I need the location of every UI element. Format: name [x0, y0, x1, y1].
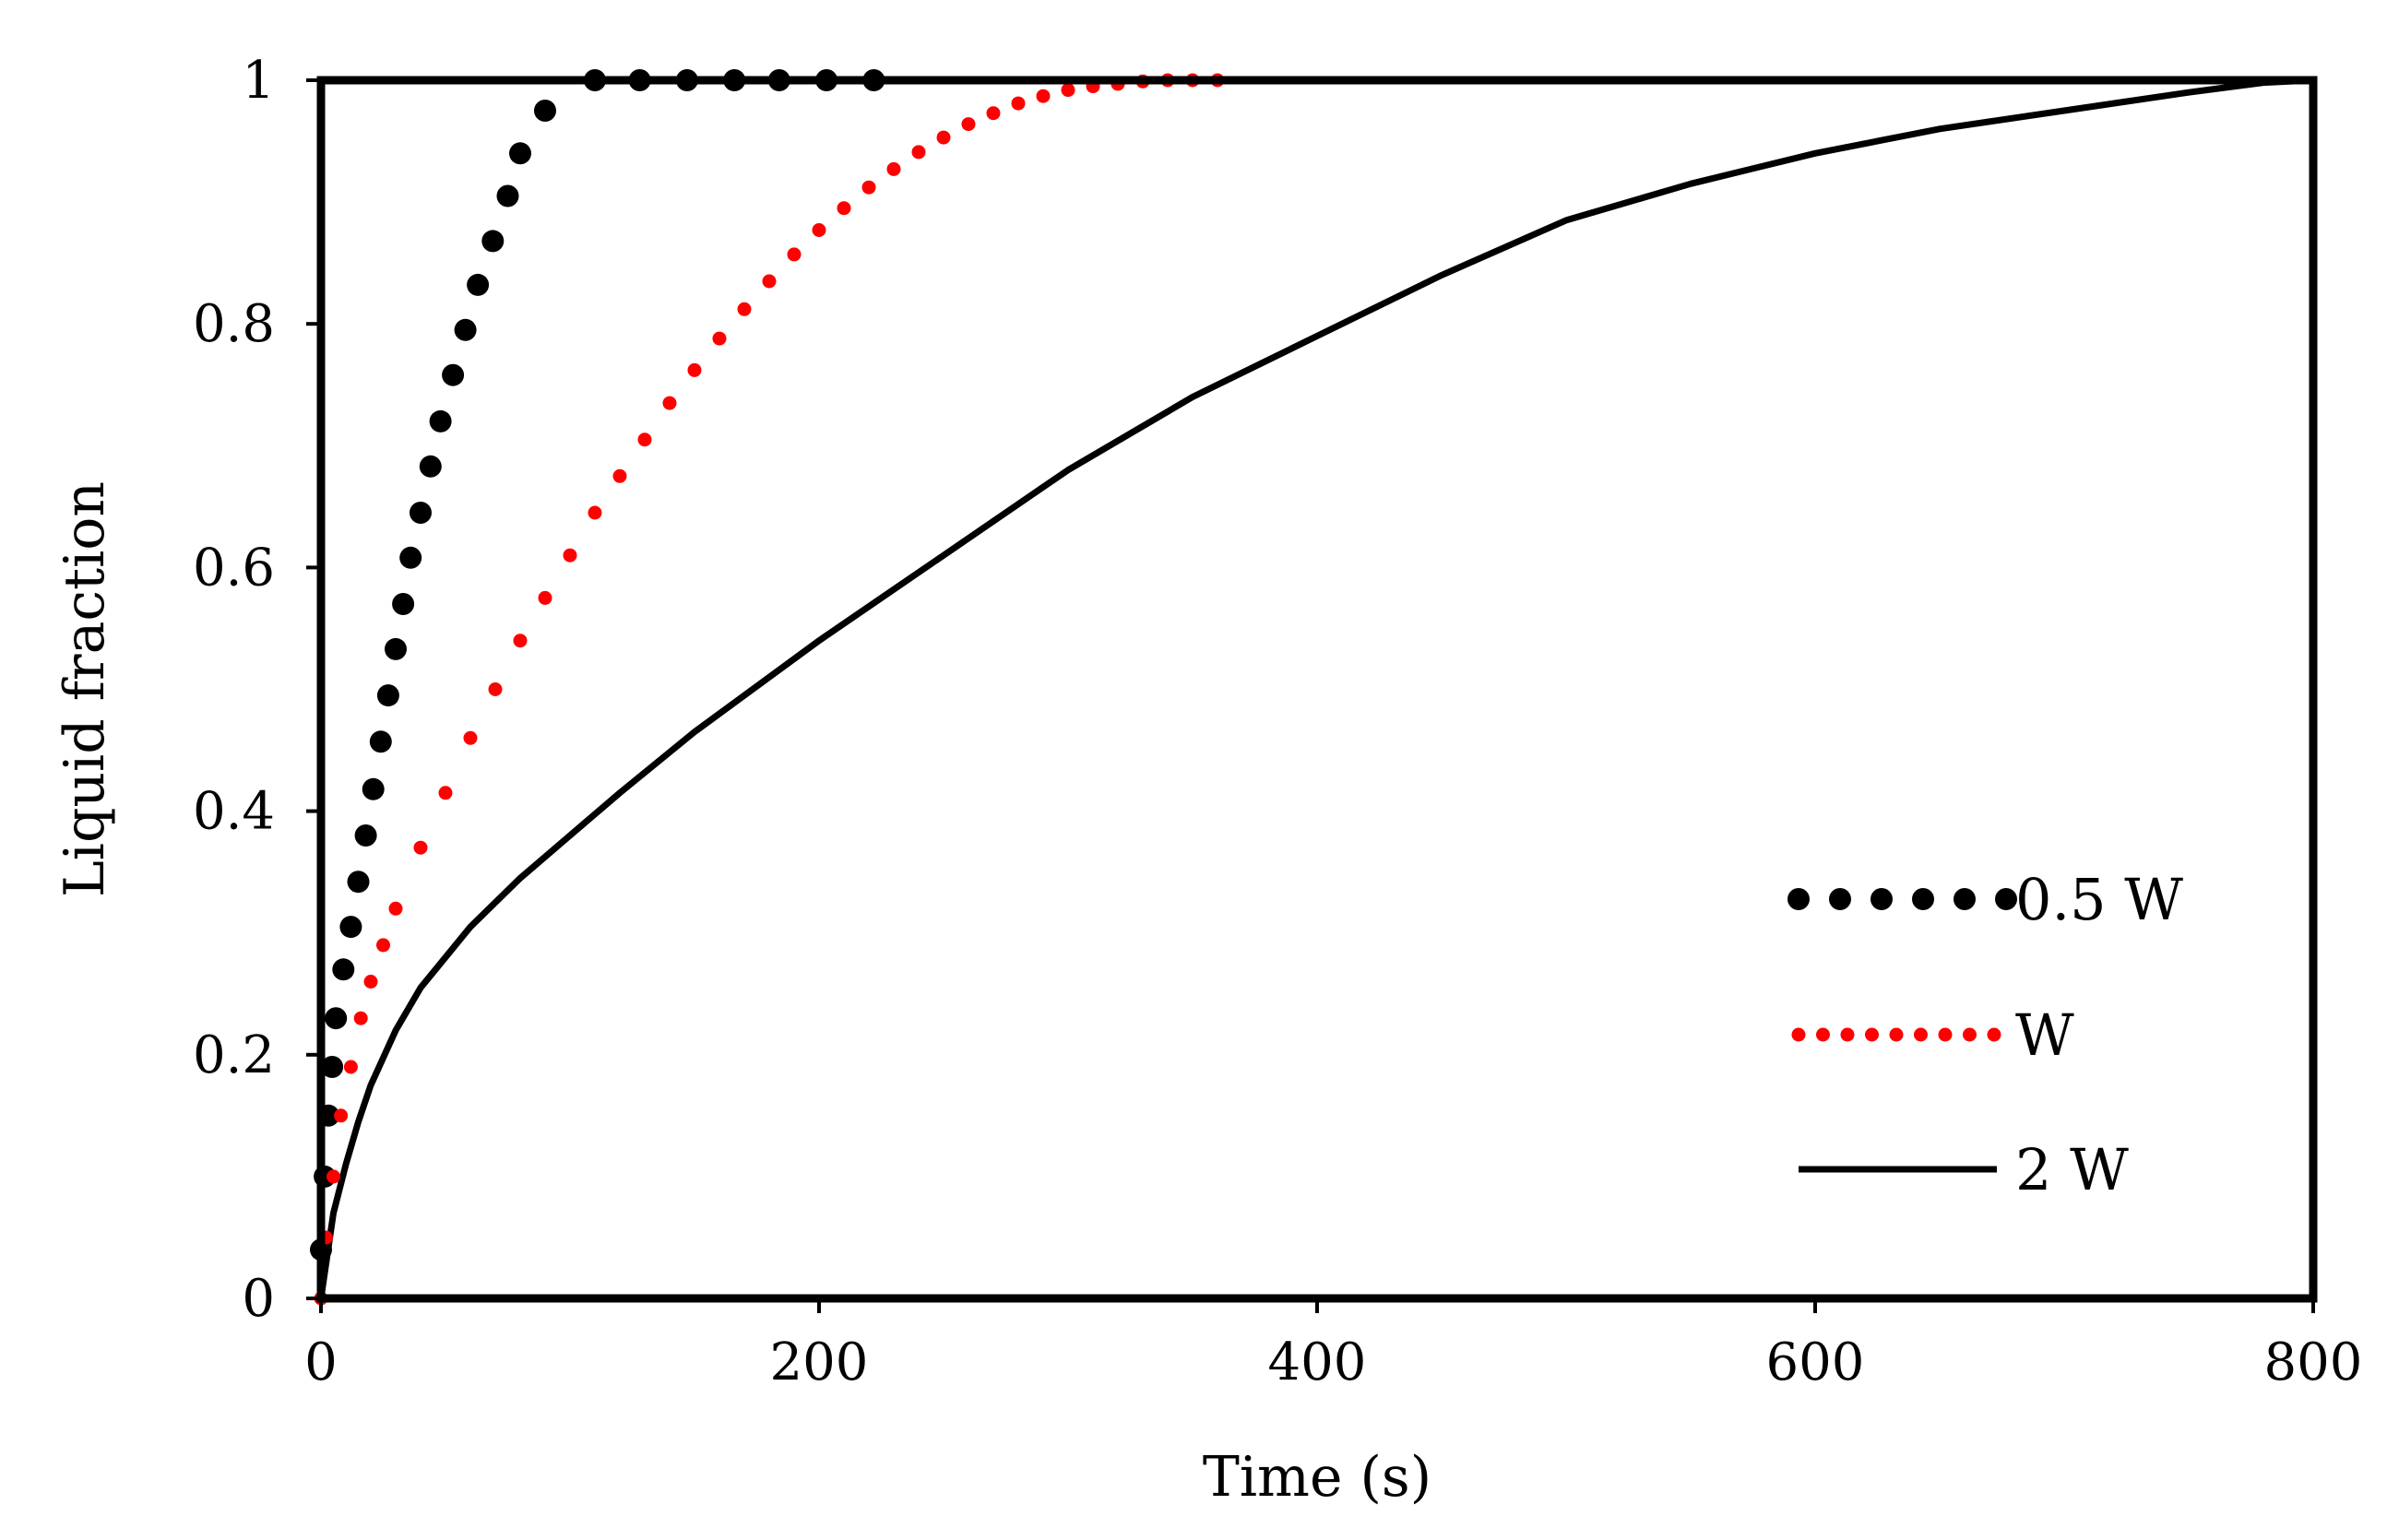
series-point-0-5-w	[454, 318, 477, 341]
series-point-w	[737, 302, 752, 316]
series-point-w	[712, 331, 727, 346]
plot-area-frame	[316, 76, 2318, 1303]
series-point-w	[861, 180, 876, 195]
legend-swatch-w	[1938, 1027, 1953, 1042]
series-point-0-5-w	[419, 455, 442, 478]
series-point-w	[538, 590, 552, 605]
series-point-w	[687, 362, 702, 377]
series-point-w	[961, 117, 976, 132]
series-point-w	[376, 938, 390, 953]
series-point-0-5-w	[399, 546, 422, 569]
series-point-0-5-w	[496, 184, 519, 207]
series-point-w	[986, 106, 1001, 121]
legend-swatch-w	[1987, 1027, 2001, 1042]
legend-swatch-w	[1914, 1027, 1928, 1042]
legend-swatch-w	[1865, 1027, 1879, 1042]
series-point-w	[488, 682, 503, 696]
series-point-0-5-w	[362, 777, 385, 800]
series-point-0-5-w	[509, 142, 531, 165]
legend-swatch-0-5-w	[1787, 888, 1810, 910]
legend: 0.5 W W 2 W	[1787, 866, 2183, 1203]
y-tick-label: 0.2	[193, 1025, 275, 1085]
series-point-w	[353, 1011, 368, 1025]
series-point-w	[363, 975, 378, 989]
series-point-0-5-w	[339, 916, 362, 939]
x-tick-label: 200	[770, 1333, 869, 1392]
series-point-w	[388, 901, 403, 916]
series-line-2-w	[317, 77, 2317, 1302]
legend-swatch-w	[1963, 1027, 1977, 1042]
series-point-0-5-w	[534, 100, 556, 122]
y-tick-label: 0.4	[193, 782, 275, 842]
legend-swatch-w	[1840, 1027, 1855, 1042]
series-point-0-5-w	[354, 824, 377, 847]
x-tick-label: 400	[1268, 1333, 1367, 1392]
series-point-w	[612, 468, 627, 483]
series-point-0-5-w	[392, 593, 415, 615]
x-tick-label: 800	[2264, 1333, 2363, 1392]
series-point-0-5-w	[376, 684, 399, 707]
legend-swatch-0-5-w	[1870, 888, 1893, 910]
y-tick-label: 0.6	[193, 538, 275, 598]
series-point-w	[1011, 96, 1026, 111]
y-tick-label: 0.8	[193, 294, 275, 354]
series-point-w	[1061, 83, 1075, 98]
legend-swatch-0-5-w	[1912, 888, 1934, 910]
series-point-w	[837, 201, 851, 216]
y-tick-label: 0	[242, 1269, 275, 1329]
series-point-w	[936, 130, 951, 145]
legend-swatch-0-5-w	[1995, 888, 2017, 910]
series-point-w	[812, 223, 826, 237]
legend-swatch-0-5-w	[1954, 888, 1976, 910]
series-point-w	[334, 1108, 349, 1123]
series-point-w	[787, 247, 802, 262]
series-point-0-5-w	[385, 637, 407, 660]
x-tick-label: 600	[1766, 1333, 1865, 1392]
series-point-w	[438, 786, 453, 800]
series-point-0-5-w	[481, 230, 505, 253]
series-point-0-5-w	[347, 871, 370, 894]
legend-swatch-w	[1816, 1027, 1830, 1042]
series-point-w	[513, 634, 528, 648]
x-axis-title: Time (s)	[1203, 1445, 1431, 1510]
legend-swatch-w	[1791, 1027, 1806, 1042]
series-point-w	[588, 505, 602, 520]
series-point-0-5-w	[332, 958, 355, 981]
x-tick-label: 0	[304, 1333, 338, 1392]
series-point-w	[886, 161, 901, 176]
series-point-w	[563, 548, 577, 563]
series-point-0-5-w	[410, 502, 432, 524]
y-tick-label: 1	[242, 51, 275, 111]
legend-swatch-0-5-w	[1829, 888, 1851, 910]
series-layer	[310, 69, 2317, 1306]
series-point-w	[343, 1060, 358, 1074]
legend-label-2-w: 2 W	[2015, 1136, 2129, 1203]
series-point-0-5-w	[325, 1007, 348, 1030]
series-point-w	[327, 1169, 340, 1184]
series-point-0-5-w	[429, 409, 452, 432]
series-point-w	[662, 396, 677, 410]
series-point-0-5-w	[321, 1056, 344, 1078]
series-point-w	[762, 274, 777, 289]
series-point-0-5-w	[369, 730, 392, 753]
series-point-w	[911, 145, 926, 160]
series-point-0-5-w	[442, 363, 465, 386]
y-axis-title: Liquid fraction	[53, 481, 117, 897]
legend-label-w: W	[2015, 1001, 2074, 1069]
series-point-w	[463, 730, 478, 745]
series-point-w	[637, 432, 652, 447]
legend-swatch-w	[1889, 1027, 1904, 1042]
series-point-w	[413, 840, 428, 855]
axis-ticks: 0 200 400 600 800 0 0.2 0.4 0.6 0.8 1	[193, 51, 2363, 1392]
series-point-w	[1036, 89, 1051, 103]
series-point-0-5-w	[467, 273, 490, 296]
legend-label-0-5-w: 0.5 W	[2015, 866, 2183, 933]
